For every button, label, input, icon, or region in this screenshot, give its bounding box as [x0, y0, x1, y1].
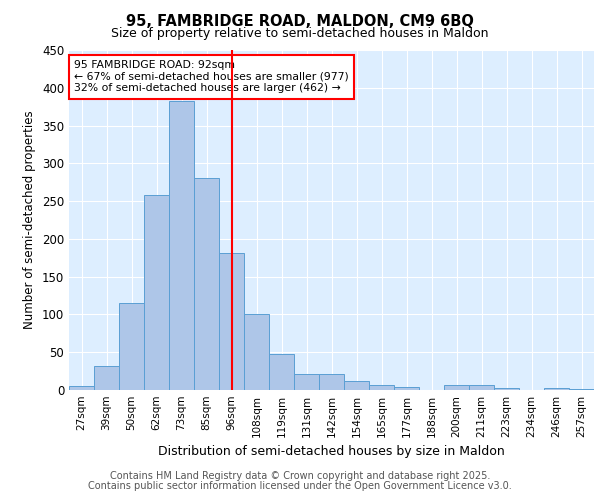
Y-axis label: Number of semi-detached properties: Number of semi-detached properties — [23, 110, 37, 330]
Bar — [569, 389, 594, 390]
Text: 95, FAMBRIDGE ROAD, MALDON, CM9 6BQ: 95, FAMBRIDGE ROAD, MALDON, CM9 6BQ — [126, 14, 474, 29]
Bar — [494, 388, 519, 390]
Bar — [269, 354, 294, 390]
Bar — [544, 388, 569, 390]
X-axis label: Distribution of semi-detached houses by size in Maldon: Distribution of semi-detached houses by … — [158, 446, 505, 458]
Bar — [344, 381, 369, 390]
Text: Contains HM Land Registry data © Crown copyright and database right 2025.: Contains HM Land Registry data © Crown c… — [110, 471, 490, 481]
Bar — [144, 195, 169, 390]
Bar — [444, 386, 469, 390]
Bar — [294, 374, 319, 390]
Bar — [244, 314, 269, 390]
Bar — [94, 366, 119, 390]
Bar — [394, 387, 419, 390]
Text: Contains public sector information licensed under the Open Government Licence v3: Contains public sector information licen… — [88, 481, 512, 491]
Bar — [194, 178, 219, 390]
Text: Size of property relative to semi-detached houses in Maldon: Size of property relative to semi-detach… — [111, 28, 489, 40]
Bar — [469, 386, 494, 390]
Bar — [169, 102, 194, 390]
Bar — [319, 374, 344, 390]
Bar — [119, 303, 144, 390]
Bar — [219, 253, 244, 390]
Bar — [69, 386, 94, 390]
Bar — [369, 386, 394, 390]
Text: 95 FAMBRIDGE ROAD: 92sqm
← 67% of semi-detached houses are smaller (977)
32% of : 95 FAMBRIDGE ROAD: 92sqm ← 67% of semi-d… — [74, 60, 349, 94]
